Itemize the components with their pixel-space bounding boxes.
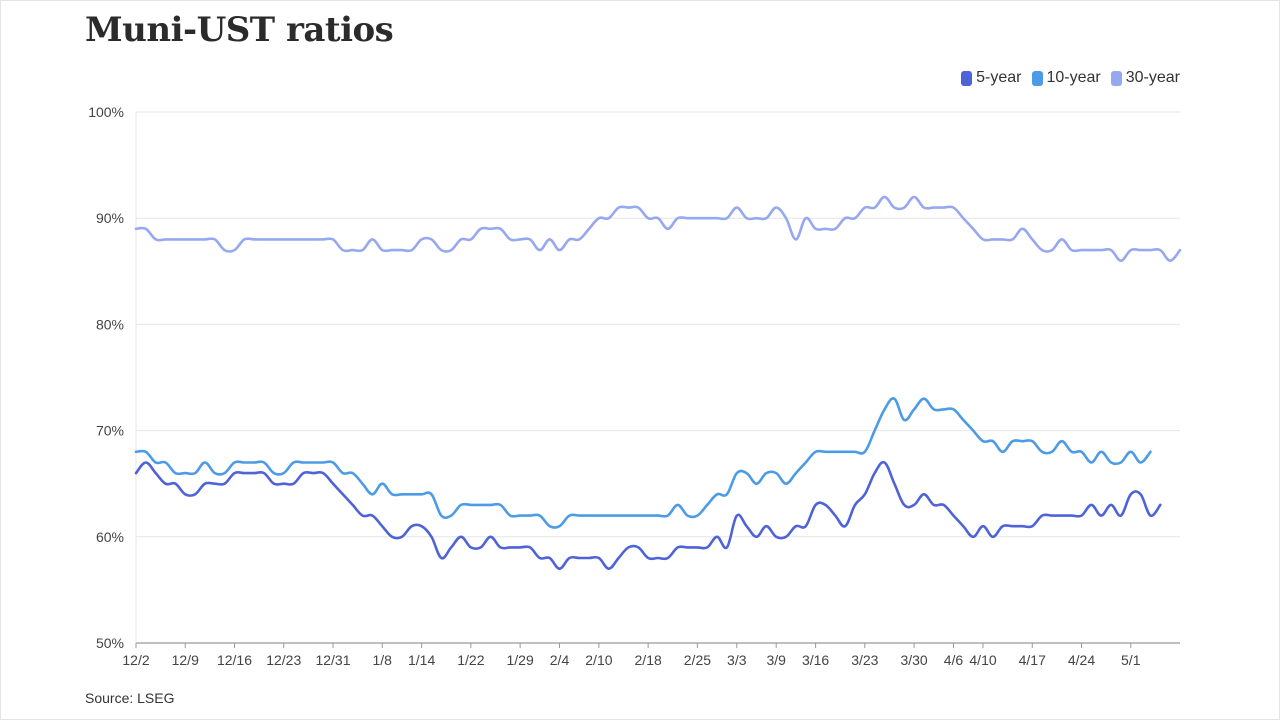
chart-legend: 5-year 10-year 30-year xyxy=(961,69,1180,87)
x-tick-label: 1/8 xyxy=(372,652,392,668)
x-tick-label: 1/29 xyxy=(506,652,533,668)
x-tick-label: 3/3 xyxy=(727,652,747,668)
x-tick-label: 2/4 xyxy=(550,652,570,668)
x-tick-label: 12/31 xyxy=(315,652,350,668)
x-tick-label: 1/22 xyxy=(457,652,484,668)
x-tick-label: 2/18 xyxy=(635,652,662,668)
y-tick-label: 60% xyxy=(96,529,124,545)
y-tick-label: 100% xyxy=(88,104,124,120)
series-line-10-year xyxy=(134,397,1152,529)
legend-swatch-10-year xyxy=(1031,70,1043,86)
x-tick-label: 1/14 xyxy=(408,652,435,668)
x-tick-label: 4/10 xyxy=(969,652,996,668)
x-tick-label: 5/1 xyxy=(1121,652,1141,668)
x-tick-label: 3/23 xyxy=(851,652,878,668)
y-tick-label: 50% xyxy=(96,635,124,651)
y-tick-label: 90% xyxy=(96,210,124,226)
y-tick-label: 80% xyxy=(96,316,124,332)
legend-item-30-year: 30-year xyxy=(1110,69,1180,87)
series-line-5-year xyxy=(134,460,1162,570)
legend-label-30-year: 30-year xyxy=(1125,69,1180,86)
x-tick-label: 4/24 xyxy=(1068,652,1095,668)
legend-swatch-30-year xyxy=(1110,70,1122,86)
legend-item-5-year: 5-year xyxy=(961,69,1022,87)
x-tick-label: 4/17 xyxy=(1019,652,1046,668)
chart-title: Muni-UST ratios xyxy=(85,10,394,50)
x-tick-label: 2/25 xyxy=(684,652,711,668)
x-tick-label: 12/2 xyxy=(122,652,149,668)
legend-item-10-year: 10-year xyxy=(1031,69,1101,87)
series-line-30-year xyxy=(134,195,1182,262)
x-tick-label: 4/6 xyxy=(944,652,964,668)
x-tick-label: 2/10 xyxy=(585,652,612,668)
legend-swatch-5-year xyxy=(961,70,973,86)
legend-label-10-year: 10-year xyxy=(1046,69,1101,86)
x-tick-label: 12/9 xyxy=(172,652,199,668)
x-tick-label: 3/16 xyxy=(802,652,829,668)
legend-label-5-year: 5-year xyxy=(976,69,1022,86)
x-tick-label: 3/9 xyxy=(766,652,786,668)
x-tick-label: 12/16 xyxy=(217,652,252,668)
x-tick-label: 3/30 xyxy=(900,652,927,668)
x-tick-label: 12/23 xyxy=(266,652,301,668)
y-tick-label: 70% xyxy=(96,423,124,439)
source-note: Source: LSEG xyxy=(85,690,175,706)
